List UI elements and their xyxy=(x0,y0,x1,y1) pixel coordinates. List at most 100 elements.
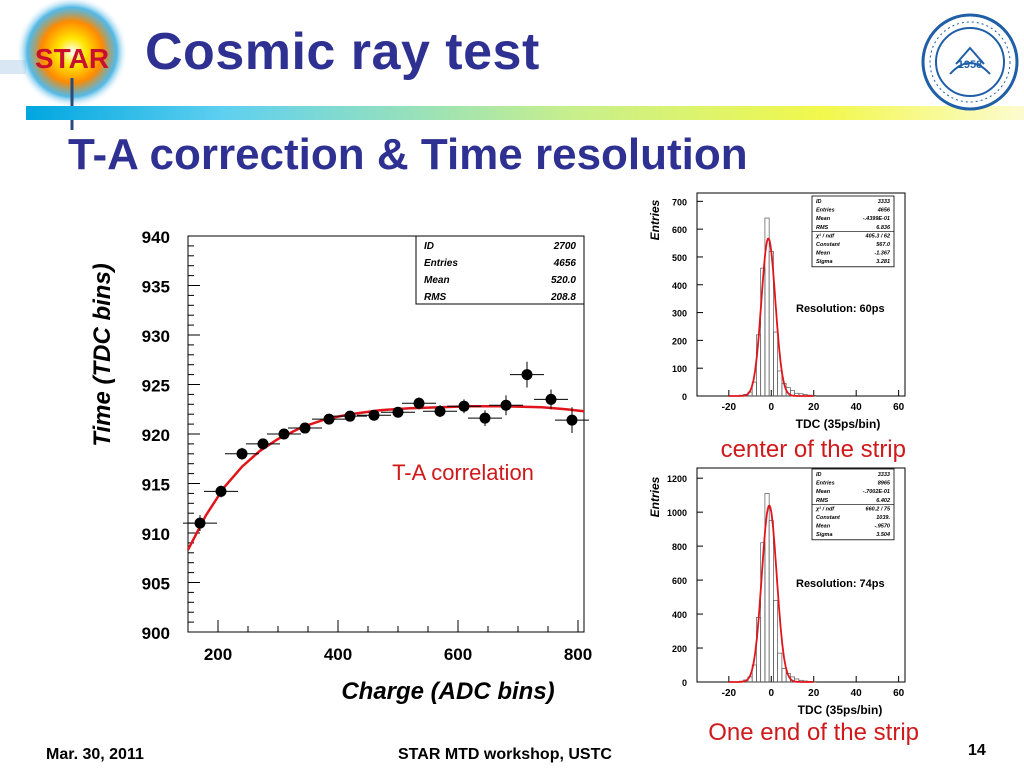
h2-stat-label: Mean xyxy=(816,524,831,530)
h2-stat-value: 3333 xyxy=(878,472,890,478)
scatter-point xyxy=(500,399,512,411)
h1-stat-label: ID xyxy=(816,199,822,205)
scatter-point xyxy=(458,400,470,412)
hist1-axes: 0 100 200 300 400 500 600 700 -20 0 20 40 60 xyxy=(672,192,906,413)
h1-y-tick-label: 700 xyxy=(672,197,687,207)
h2-fit-line xyxy=(728,504,814,683)
scatter-point xyxy=(545,393,557,405)
hist2-stats-box: ID 3333 Entries 8965 Mean -.7002E-01 RMS 6.402 χ… xyxy=(811,468,895,541)
scatter-stats-box: ID 2700 Entries 4656 Mean 520.0 RMS 208.8 xyxy=(415,235,585,305)
h2-stat-value: 1039. xyxy=(876,515,890,521)
h1-y-tick-label: 600 xyxy=(672,225,687,235)
h2-y-tick-label: 800 xyxy=(672,542,687,552)
h1-stat-value: 4656 xyxy=(877,208,891,214)
scatter-point xyxy=(194,517,206,529)
h1-x-tick-label: 60 xyxy=(893,402,905,413)
scatter-point xyxy=(392,406,404,418)
star-logo: STAR xyxy=(0,0,128,130)
h1-y-tick-label: 100 xyxy=(672,364,687,374)
h2-stat-label: Entries xyxy=(816,481,835,487)
h2-y-tick-label: 600 xyxy=(672,576,687,586)
h1-stat-value: -1.367 xyxy=(874,251,891,257)
h1-bin xyxy=(773,331,779,397)
h2-x-tick-label: -20 xyxy=(722,688,737,699)
scatter-x-tick-label: 600 xyxy=(444,645,472,664)
scatter-point xyxy=(368,409,380,421)
scatter-stat-value: 2700 xyxy=(553,241,577,252)
h2-stat-label: χ² / ndf xyxy=(815,505,835,512)
h2-y-tick-label: 1000 xyxy=(667,508,687,518)
header-gradient-bar xyxy=(26,106,1024,120)
scatter-y-tick-label: 925 xyxy=(142,377,170,396)
scatter-stat-label: Entries xyxy=(424,258,458,269)
h2-stat-value: 8965 xyxy=(878,481,891,487)
scatter-stat-label: ID xyxy=(424,241,434,252)
scatter-y-tick-label: 940 xyxy=(142,228,170,247)
page-number: 14 xyxy=(968,742,986,759)
h2-stat-label: Constant xyxy=(816,515,841,521)
h2-stat-value: 3.504 xyxy=(876,532,890,538)
h1-x-tick-label: 0 xyxy=(769,402,775,413)
h2-y-tick-label: 0 xyxy=(682,678,687,688)
hist1-caption: center of the strip xyxy=(721,436,906,463)
scatter-stats-frame xyxy=(415,235,585,305)
h2-stat-label: Mean xyxy=(816,489,831,495)
scatter-x-tick-label: 800 xyxy=(564,645,592,664)
scatter-point xyxy=(278,428,290,440)
hist2-x-label: TDC (35ps/bin) xyxy=(798,703,883,717)
hist2-gauss-fit xyxy=(728,504,814,683)
scatter-point xyxy=(215,485,227,497)
scatter-y-tick-label: 930 xyxy=(142,327,170,346)
h1-stat-label: Entries xyxy=(816,208,835,214)
slide-title: Cosmic ray test xyxy=(145,23,540,81)
scatter-point xyxy=(521,369,533,381)
h1-stat-value: 3.281 xyxy=(876,259,890,265)
scatter-y-tick-label: 900 xyxy=(142,624,170,643)
h2-y-tick-label: 200 xyxy=(672,644,687,654)
hist1-annotation: Resolution: 60ps xyxy=(796,303,885,315)
hist2-caption: One end of the strip xyxy=(708,719,919,746)
scatter-point xyxy=(413,397,425,409)
scatter-point xyxy=(299,422,311,434)
scatter-points xyxy=(183,361,589,532)
scatter-stat-value: 520.0 xyxy=(551,275,576,286)
scatter-point xyxy=(344,410,356,422)
scatter-axes: 900 905 910 915 920 925 930 935 940 200 400 600 800 xyxy=(142,228,593,664)
h2-y-tick-label: 400 xyxy=(672,610,687,620)
h2-x-tick-label: 60 xyxy=(893,688,905,699)
h1-fit-line xyxy=(728,237,814,397)
h2-stat-label: ID xyxy=(816,472,822,478)
scatter-stat-label: Mean xyxy=(424,275,450,286)
scatter-annotation: T-A correlation xyxy=(392,460,534,485)
h2-stat-label: RMS xyxy=(816,498,829,504)
h2-bin xyxy=(773,600,779,683)
h1-y-tick-label: 0 xyxy=(682,392,687,402)
scatter-y-tick-label: 935 xyxy=(142,278,170,297)
scatter-y-tick-label: 920 xyxy=(142,426,170,445)
scatter-stat-value: 208.8 xyxy=(550,292,576,303)
h1-stat-label: Sigma xyxy=(816,259,833,265)
scatter-point xyxy=(479,412,491,424)
h2-bin xyxy=(768,520,774,683)
slide-subtitle: T-A correction & Time resolution xyxy=(68,130,748,179)
ustc-logo-year: 1958 xyxy=(958,59,982,71)
scatter-y-tick-label: 905 xyxy=(142,575,170,594)
h2-stat-value: 660.2 / 75 xyxy=(866,506,891,512)
h1-stat-value: 567.0 xyxy=(876,242,890,248)
scatter-point xyxy=(434,405,446,417)
scatter-point xyxy=(323,413,335,425)
h2-x-tick-label: 20 xyxy=(808,688,820,699)
h1-stat-value: -.4399E-01 xyxy=(863,216,890,222)
footer-date: Mar. 30, 2011 xyxy=(46,746,144,763)
h1-y-tick-label: 500 xyxy=(672,253,687,263)
h2-y-tick-label: 1200 xyxy=(667,474,687,484)
scatter-point xyxy=(566,414,578,426)
hist1-stats-box: ID 3333 Entries 4656 Mean -.4399E-01 RMS 6.836 χ… xyxy=(811,195,895,268)
h1-x-tick-label: 40 xyxy=(851,402,863,413)
h1-stat-label: Constant xyxy=(816,242,841,248)
scatter-y-label: Time (TDC bins) xyxy=(89,263,116,447)
scatter-x-tick-label: 400 xyxy=(324,645,352,664)
h1-y-tick-label: 300 xyxy=(672,309,687,319)
